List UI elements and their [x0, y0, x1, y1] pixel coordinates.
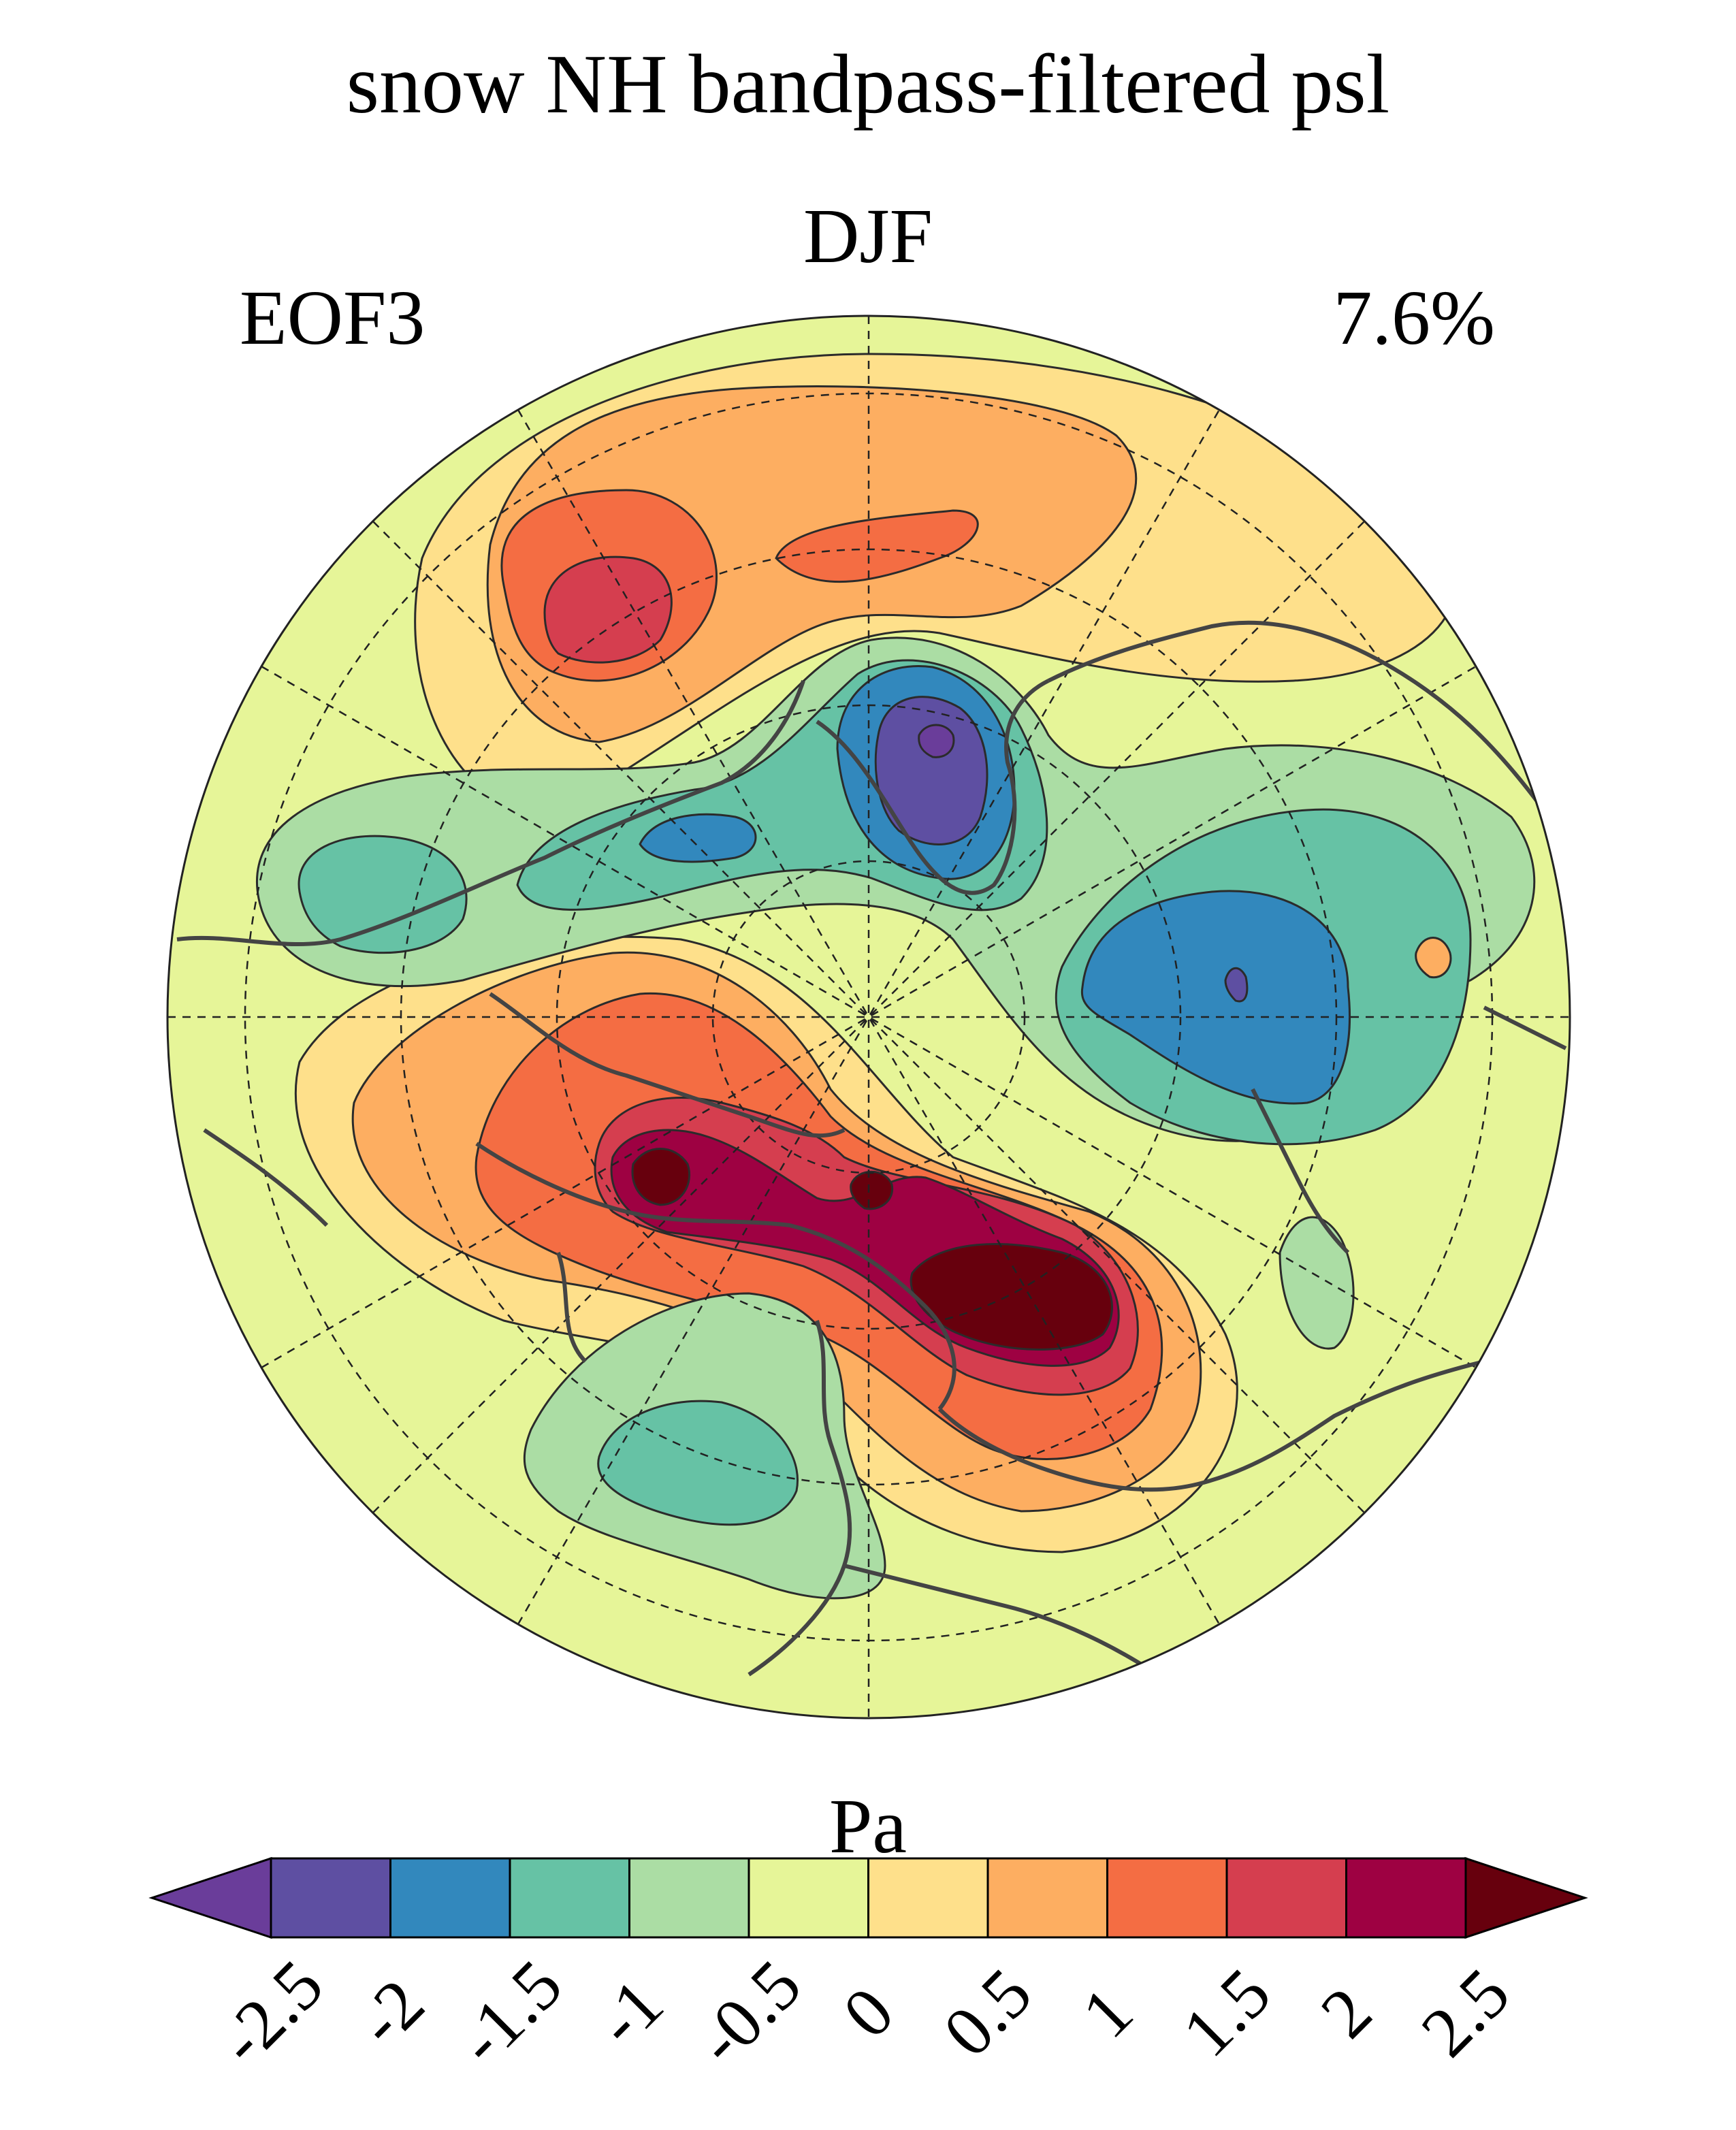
colorbar-segment — [867, 1857, 989, 1939]
colorbar-segment — [270, 1857, 391, 1939]
graticule — [167, 316, 1570, 1718]
figure-title: snow NH bandpass-filtered psl — [346, 37, 1390, 131]
colorbar-segment — [1106, 1857, 1228, 1939]
map-boundary — [166, 314, 1571, 1720]
anomaly-1.5-pacific — [543, 555, 673, 664]
anomaly-positive-kamchatka — [1415, 937, 1452, 979]
anomaly-negative-asia-east — [1279, 1216, 1355, 1350]
eof-mode-label: EOF3 — [240, 274, 425, 361]
colorbar-extend-low — [148, 1856, 272, 1939]
season-label: DJF — [803, 193, 933, 279]
anomaly-minus2.5-arctic — [918, 724, 955, 758]
anomaly-minus1.5-siberia — [1080, 890, 1351, 1105]
anomaly-1-pacific-east — [775, 509, 979, 583]
colorbar-segment — [1345, 1857, 1467, 1939]
colorbar-segment — [628, 1857, 750, 1939]
colorbar-segment — [748, 1857, 869, 1939]
colorbar-extend-high — [1464, 1856, 1588, 1939]
anomaly-2.5-core-east — [910, 1243, 1113, 1351]
colorbar-segment — [1225, 1857, 1347, 1939]
anomaly-minus1.5-west — [639, 813, 757, 863]
anomaly-minus1-subtropical — [597, 1400, 799, 1526]
variance-explained-label: 7.6% — [1333, 274, 1495, 361]
anomaly-2.5-core-west — [631, 1148, 691, 1206]
colorbar-segment — [986, 1857, 1108, 1939]
colorbar-segment — [509, 1857, 630, 1939]
map-disk — [167, 316, 1570, 1718]
coastlines — [176, 620, 1567, 1677]
colorbar-segment — [389, 1857, 511, 1939]
anomaly-minus2-arctic — [874, 696, 988, 845]
colorbar-unit-label: Pa — [829, 1783, 907, 1869]
anomaly-minus2-siberia — [1224, 967, 1249, 1003]
anomaly-minus1-america — [298, 835, 468, 954]
colorbar — [148, 1856, 1588, 1939]
